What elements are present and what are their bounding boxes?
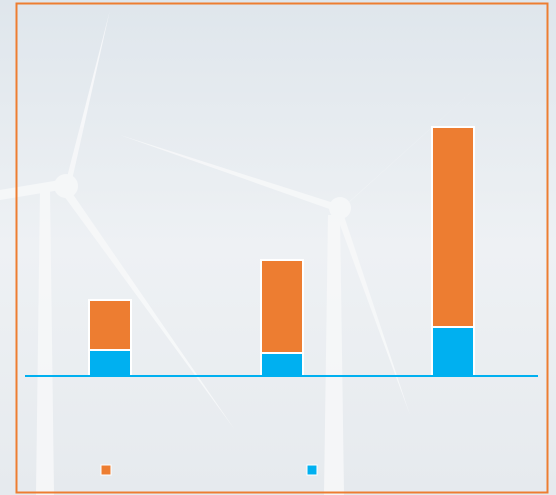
- bar-segment: [431, 326, 475, 377]
- frame: [15, 2, 549, 494]
- turbines: [0, 10, 490, 495]
- legend-swatch: [306, 464, 318, 476]
- bar-segment: [88, 349, 132, 377]
- bar-segment: [431, 126, 475, 328]
- bar-segment: [260, 259, 304, 354]
- bar-segment: [88, 299, 132, 351]
- bar-segment: [260, 352, 304, 377]
- legend-swatch: [100, 464, 112, 476]
